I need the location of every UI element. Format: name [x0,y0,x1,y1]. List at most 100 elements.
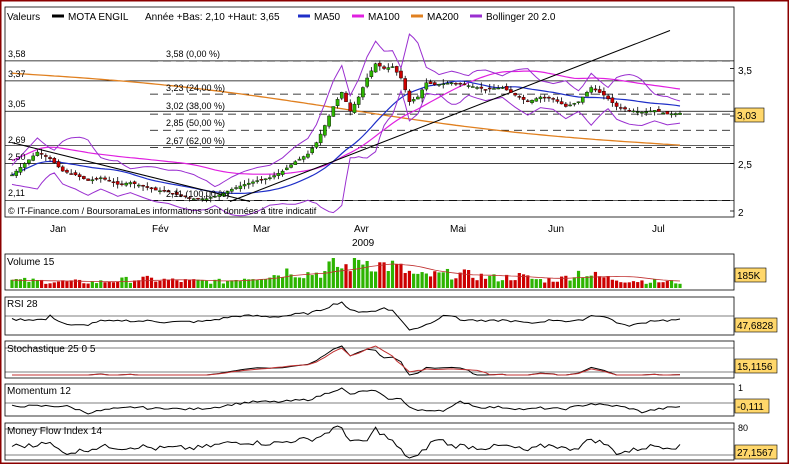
left-price-label: 2,50 [8,152,26,162]
volume-bar [585,276,589,288]
mfi-value-box [734,444,778,460]
candle-body [107,179,112,182]
candle-body [432,82,437,85]
volume-bar [669,280,674,288]
candle-body [65,170,69,173]
volume-bar [272,275,276,288]
candle-body [44,155,48,157]
volume-bar [335,266,340,288]
candle-body [162,190,167,192]
credit-text: © IT-Finance.com / BoursoramaLes informa… [8,206,317,216]
volume-bar [505,274,509,288]
candle-body [56,161,61,168]
candle-body [90,179,95,182]
volume-bar [357,259,361,288]
candle-body [208,197,213,199]
volume-bar [441,272,445,288]
candle-body [60,166,65,172]
candle-body [323,125,327,136]
volume-bar [226,280,230,288]
volume-bar [255,279,259,288]
volume-bar [323,271,327,288]
volume-bar [204,280,209,288]
candle-body [652,110,657,113]
candle-body [18,167,23,173]
volume-bar [412,273,416,288]
volume-bar [644,283,648,288]
volume-bar [200,280,204,288]
candle-body [530,99,534,103]
candle-body [170,192,175,195]
momentum-path [11,387,681,415]
candle-body [348,102,353,112]
candle-body [141,185,145,187]
volume-bar [424,273,428,288]
candle-body [428,81,433,84]
candle-body [179,194,183,196]
volume-bar [314,272,319,288]
volume-bar [306,272,310,288]
candle-body [187,197,192,199]
volume-bar [428,276,433,288]
volume-bar [433,271,437,288]
volume-bar [65,281,69,288]
candle-body [183,195,188,198]
candle-body [483,89,488,91]
volume-bar [39,279,44,288]
candle-body [500,87,505,89]
candle-body [103,177,107,180]
volume-bar [44,283,48,288]
candle-body [411,99,416,102]
volume-bar [483,278,488,288]
volume-bar [403,273,407,288]
candle-body [445,83,450,85]
candle-body [462,83,467,86]
volume-bar [534,279,538,288]
candle-body [373,63,378,73]
volume-bar [209,283,213,288]
candle-body [669,113,674,116]
volume-bar [627,282,631,288]
volume-bar [348,271,352,288]
volume-bar [302,278,306,288]
volume-bar [183,279,187,288]
volume-bar [496,281,500,288]
volume-bar [648,282,653,288]
ma100-line [11,70,681,175]
candle-body [344,92,348,102]
volume-bar [259,279,264,288]
candle-body [559,101,564,105]
volume-bar [14,279,18,288]
candle-body [128,182,133,185]
volume-bar [543,282,547,288]
volume-bar [48,283,52,288]
candle-body [542,96,547,99]
candle-body [568,104,572,107]
candle-body [297,158,302,161]
volume-bar [128,282,132,288]
candle-body [69,173,73,175]
volume-bar [653,279,657,288]
candle-body [120,183,124,185]
volume-bar [513,280,517,288]
volume-bar [23,277,27,288]
candle-body [361,87,365,98]
volume-bar [488,275,492,288]
candle-body [149,187,154,190]
volume-bar [251,279,255,288]
candle-body [369,70,374,77]
ma50-line [11,80,681,194]
candle-body [623,107,627,110]
candle-body [441,83,446,85]
volume-bar [619,282,623,288]
volume-bar [467,270,471,288]
volume-bar [509,280,513,288]
volume-bar [572,277,576,288]
candle-body [513,93,517,96]
candle-body [115,181,120,185]
last-value-box [734,107,765,123]
volume-bar [52,282,56,288]
volume-bar [137,280,141,288]
candle-body [678,112,682,115]
